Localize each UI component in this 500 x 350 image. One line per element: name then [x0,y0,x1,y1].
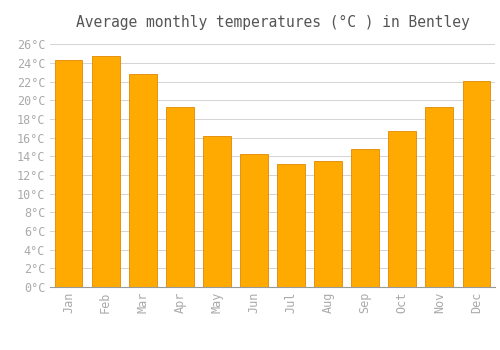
Bar [203,136,231,287]
Bar [277,164,305,287]
Bar [314,161,342,287]
Bar [462,81,490,287]
Bar [166,107,194,287]
Bar [240,154,268,287]
Bar [352,149,379,287]
Title: Average monthly temperatures (°C ) in Bentley: Average monthly temperatures (°C ) in Be… [76,15,469,30]
Bar [426,107,454,287]
Bar [129,74,156,287]
Bar [92,56,120,287]
Bar [388,131,416,287]
Bar [54,60,82,287]
